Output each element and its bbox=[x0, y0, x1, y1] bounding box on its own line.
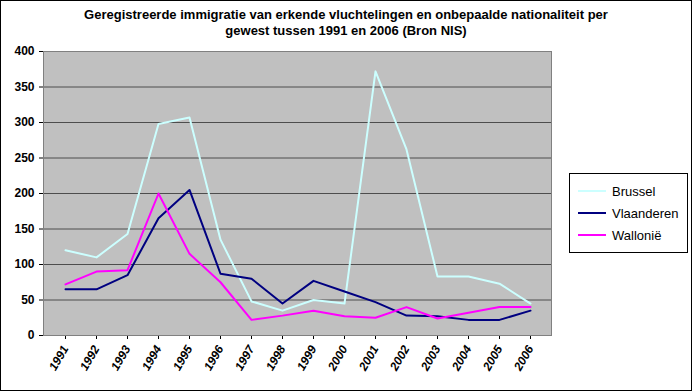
svg-text:150: 150 bbox=[14, 222, 34, 236]
html-text:Brussel: Brussel bbox=[612, 183, 656, 199]
svg-text:1999: 1999 bbox=[294, 343, 320, 373]
svg-text:350: 350 bbox=[14, 80, 34, 94]
svg-text:1992: 1992 bbox=[77, 343, 103, 373]
svg-text:50: 50 bbox=[21, 293, 35, 307]
svg-text:2005: 2005 bbox=[479, 343, 505, 374]
svg-text:100: 100 bbox=[14, 257, 34, 271]
svg-text:1994: 1994 bbox=[139, 343, 165, 373]
svg-text:1996: 1996 bbox=[201, 343, 227, 373]
html-text:Wallonië: Wallonië bbox=[612, 227, 662, 243]
svg-text:200: 200 bbox=[14, 186, 34, 200]
svg-text:1998: 1998 bbox=[263, 343, 289, 373]
svg-text:2002: 2002 bbox=[386, 343, 412, 374]
svg-text:1997: 1997 bbox=[232, 342, 258, 373]
html-text:Vlaanderen: Vlaanderen bbox=[612, 205, 679, 221]
svg-text:400: 400 bbox=[14, 44, 34, 58]
svg-text:1993: 1993 bbox=[108, 343, 134, 373]
svg-text:2000: 2000 bbox=[324, 343, 350, 374]
svg-text:1991: 1991 bbox=[46, 343, 72, 373]
html-text:Geregistreerde immigratie van: Geregistreerde immigratie van erkende vl… bbox=[84, 7, 608, 38]
svg-text:1995: 1995 bbox=[170, 343, 196, 373]
svg-text:2004: 2004 bbox=[448, 343, 474, 374]
svg-text:0: 0 bbox=[28, 328, 35, 342]
svg-text:2006: 2006 bbox=[510, 343, 536, 374]
svg-text:300: 300 bbox=[14, 115, 34, 129]
svg-text:2001: 2001 bbox=[355, 343, 381, 374]
svg-text:2003: 2003 bbox=[417, 343, 443, 374]
svg-text:250: 250 bbox=[14, 151, 34, 165]
